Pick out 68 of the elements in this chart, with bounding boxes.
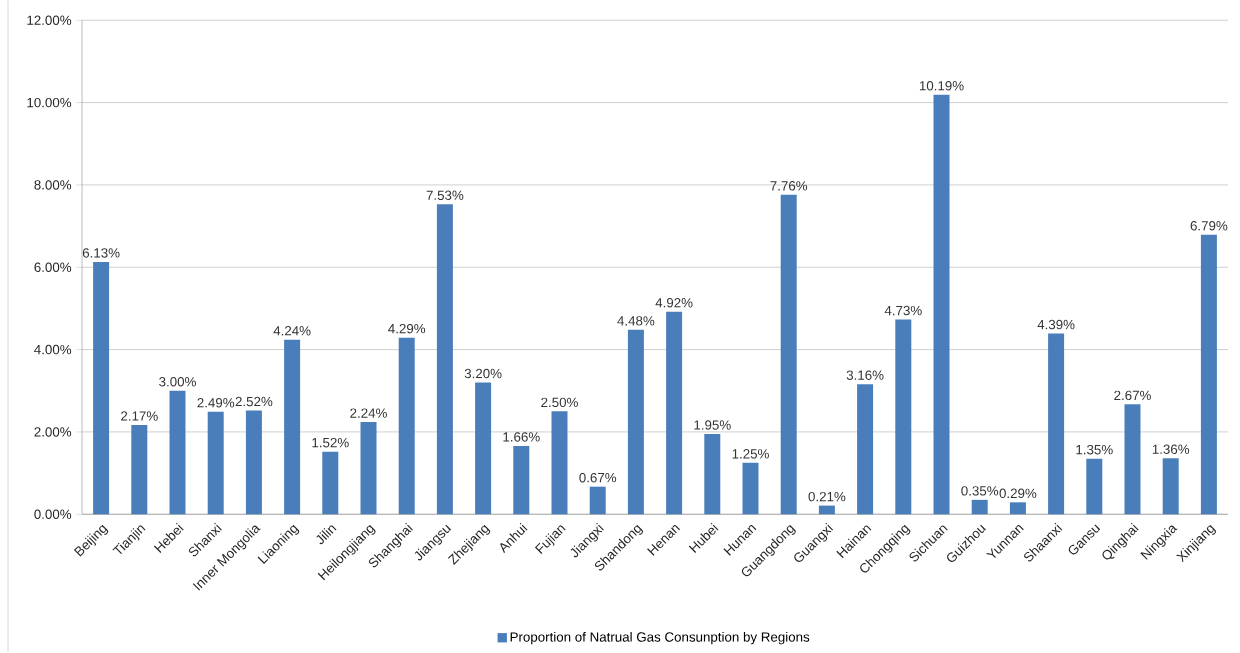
bar xyxy=(704,434,721,515)
data-label: 2.52% xyxy=(235,397,273,407)
data-label: 1.66% xyxy=(503,432,540,442)
bar xyxy=(360,422,377,515)
data-label: 1.52% xyxy=(312,438,349,448)
data-label: 0.35% xyxy=(961,486,999,496)
data-label: 4.92% xyxy=(655,298,693,308)
data-label: 1.95% xyxy=(694,420,731,430)
data-label: 6.13% xyxy=(82,248,120,258)
y-tick-label: 4.00% xyxy=(34,345,72,355)
data-label: 4.48% xyxy=(617,316,655,326)
bar xyxy=(666,311,683,515)
y-tick-label: 12.00% xyxy=(27,15,72,26)
data-label: 7.53% xyxy=(426,190,464,201)
data-label: 2.67% xyxy=(1114,390,1151,401)
y-tick-label: 0.00% xyxy=(34,509,72,520)
bar xyxy=(513,446,530,515)
bar xyxy=(93,262,110,515)
bar xyxy=(971,500,988,515)
bar xyxy=(131,425,148,515)
bar xyxy=(322,451,339,515)
bar xyxy=(1086,458,1103,515)
data-label: 1.36% xyxy=(1152,444,1190,455)
bar xyxy=(436,204,453,515)
data-label: 4.39% xyxy=(1037,320,1075,330)
y-tick-label: 8.00% xyxy=(34,180,72,190)
data-label: 0.67% xyxy=(579,473,617,483)
bar xyxy=(589,486,606,515)
legend-label: Proportion of Natrual Gas Consunption by Regions xyxy=(510,632,810,645)
bar xyxy=(398,337,415,515)
bar xyxy=(627,330,644,515)
bar xyxy=(551,411,568,515)
bar xyxy=(1162,458,1179,515)
data-label: 3.20% xyxy=(464,369,502,379)
data-label: 0.29% xyxy=(999,488,1037,499)
bar xyxy=(1048,333,1065,515)
data-label: 2.17% xyxy=(121,411,158,421)
bar xyxy=(857,384,874,515)
bar xyxy=(742,463,759,515)
bar xyxy=(780,195,797,515)
data-label: 4.73% xyxy=(884,306,922,316)
y-tick-label: 2.00% xyxy=(34,427,72,437)
bar xyxy=(1009,502,1026,515)
bar xyxy=(245,410,262,515)
data-label: 4.29% xyxy=(388,324,426,334)
bar xyxy=(933,95,950,515)
data-label: 7.76% xyxy=(770,181,808,191)
data-label: 2.50% xyxy=(541,397,578,408)
data-label: 3.00% xyxy=(159,377,196,387)
data-label: 1.35% xyxy=(1076,445,1113,455)
bar xyxy=(475,382,492,515)
y-tick-label: 6.00% xyxy=(34,262,72,273)
data-label: 0.21% xyxy=(808,492,846,502)
bar xyxy=(169,390,186,515)
data-label: 10.19% xyxy=(919,81,964,91)
bar xyxy=(284,339,301,515)
y-tick-label: 10.00% xyxy=(27,98,72,108)
bar xyxy=(1200,234,1217,515)
data-label: 2.49% xyxy=(197,398,235,408)
data-label: 6.79% xyxy=(1190,221,1228,231)
data-label: 2.24% xyxy=(350,408,387,419)
data-label: 4.24% xyxy=(273,326,311,336)
bar xyxy=(207,411,224,515)
bar xyxy=(895,319,912,515)
bar xyxy=(818,505,835,515)
bar xyxy=(1124,404,1141,515)
data-label: 3.16% xyxy=(846,370,884,381)
data-label: 1.25% xyxy=(732,449,769,459)
